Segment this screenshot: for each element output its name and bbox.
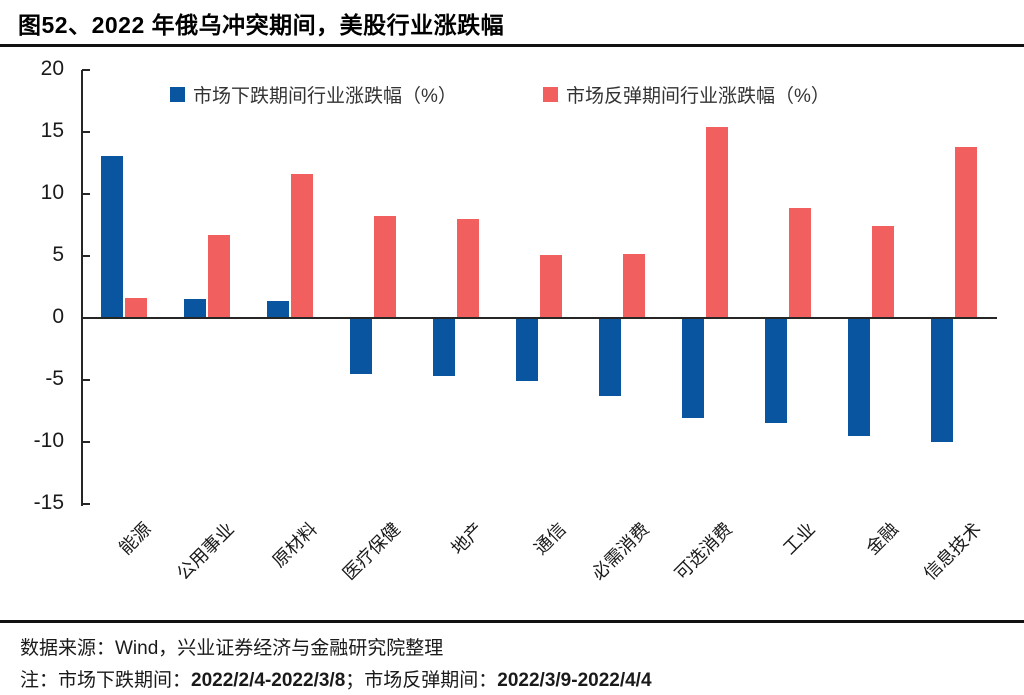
x-axis-zero-line: [81, 317, 997, 319]
bar-decline: [432, 319, 455, 377]
chart-title: 图52、2022 年俄乌冲突期间，美股行业涨跌幅: [18, 12, 505, 38]
bar-rebound: [373, 216, 396, 318]
y-axis-tick-label: 0: [52, 305, 64, 328]
legend-label-decline: 市场下跌期间行业涨跌幅（%）: [193, 86, 457, 107]
x-axis-label: 原材料: [268, 518, 321, 572]
x-axis-label: 通信: [530, 518, 570, 559]
bar-rebound: [290, 174, 313, 318]
bar-decline: [266, 300, 289, 318]
legend-swatch-decline-icon: [170, 87, 185, 102]
y-axis-tick: [82, 193, 90, 195]
y-axis-tick-label: 5: [52, 243, 64, 266]
x-axis-label: 工业: [779, 518, 820, 559]
bar-rebound: [706, 127, 729, 318]
y-axis-tick: [82, 69, 90, 71]
bar-rebound: [955, 146, 978, 318]
y-axis-tick: [82, 131, 90, 133]
bar-rebound: [456, 218, 479, 318]
bar-decline: [848, 319, 871, 436]
x-axis-label: 地产: [447, 518, 487, 559]
note-mid: ；市场反弹期间：: [345, 670, 498, 691]
legend: 市场下跌期间行业涨跌幅（%） 市场反弹期间行业涨跌幅（%）: [0, 81, 1024, 108]
x-axis-label: 医疗保健: [338, 518, 404, 584]
bar-decline: [599, 319, 622, 396]
bar-decline: [183, 299, 206, 318]
title-underline: [0, 44, 1024, 47]
y-axis-tick-label: -5: [45, 367, 64, 390]
note-prefix: 注：市场下跌期间：: [20, 670, 192, 691]
x-axis-label: 必需消费: [588, 518, 654, 584]
bar-decline: [765, 319, 788, 424]
data-source-note: 数据来源：Wind，兴业证券经济与金融研究院整理: [20, 638, 444, 659]
legend-swatch-rebound-icon: [543, 87, 558, 102]
rebound-period-dates: 2022/3/9-2022/4/4: [497, 670, 652, 691]
period-note: 注：市场下跌期间：2022/2/4-2022/3/8；市场反弹期间：2022/3…: [20, 665, 652, 692]
bar-rebound: [540, 254, 562, 318]
x-axis-label: 公用事业: [172, 518, 238, 584]
legend-item-decline: 市场下跌期间行业涨跌幅（%）: [170, 81, 457, 108]
y-axis-tick-label: -10: [33, 429, 64, 452]
footer-separator: [0, 620, 1024, 623]
y-axis-tick-label: -15: [33, 491, 64, 514]
y-axis-tick: [82, 255, 90, 257]
bar-decline: [100, 155, 123, 318]
x-axis-label: 可选消费: [671, 518, 737, 584]
bar-decline: [931, 319, 954, 442]
legend-label-rebound: 市场反弹期间行业涨跌幅（%）: [566, 86, 830, 107]
bar-rebound: [872, 226, 895, 318]
decline-period-dates: 2022/2/4-2022/3/8: [191, 670, 346, 691]
x-axis-label: 信息技术: [920, 518, 986, 584]
bar-decline: [516, 319, 538, 381]
bar-decline: [682, 319, 705, 419]
legend-item-rebound: 市场反弹期间行业涨跌幅（%）: [543, 81, 830, 108]
y-axis-tick: [82, 379, 90, 381]
bar-rebound: [623, 253, 646, 318]
bar-decline: [349, 319, 372, 374]
y-axis-tick-label: 10: [40, 181, 64, 204]
bar-rebound: [124, 298, 147, 318]
bar-rebound: [789, 207, 812, 318]
y-axis-tick-label: 20: [40, 57, 64, 80]
x-axis-label: 金融: [862, 518, 903, 559]
bar-rebound: [207, 234, 230, 318]
y-axis-line: [81, 70, 83, 506]
y-axis-tick-label: 15: [40, 119, 64, 142]
y-axis-tick: [82, 503, 90, 505]
y-axis-tick: [82, 441, 90, 443]
x-axis-label: 能源: [114, 518, 155, 559]
